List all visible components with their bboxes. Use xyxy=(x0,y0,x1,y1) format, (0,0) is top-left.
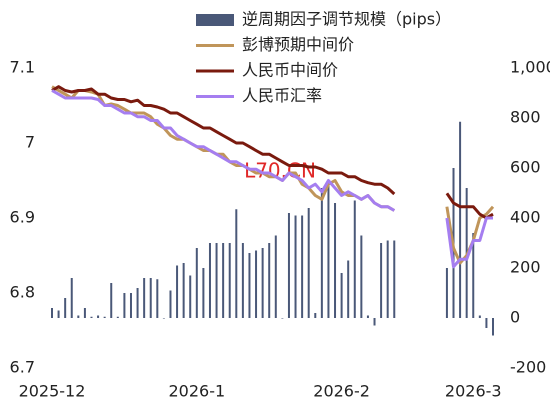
bar xyxy=(90,316,93,318)
x-tick-label: 2025-12 xyxy=(19,382,86,401)
y2-tick-label: 0 xyxy=(510,308,520,327)
legend-label: 人民币汇率 xyxy=(242,86,322,105)
bar xyxy=(202,268,205,318)
bar xyxy=(176,265,179,318)
bar xyxy=(70,278,73,318)
y2-tick-label: 800 xyxy=(510,108,541,127)
bar xyxy=(492,318,494,336)
y-tick-label: 7.1 xyxy=(10,58,35,77)
legend-label: 逆周期因子调节规模（pips） xyxy=(242,10,451,29)
bar xyxy=(189,275,192,318)
bar xyxy=(241,243,244,318)
bar xyxy=(215,243,218,318)
bar xyxy=(307,208,310,318)
legend-label: 人民币中间价 xyxy=(242,61,338,80)
bar xyxy=(261,248,264,318)
y2-tick-label: 200 xyxy=(510,258,541,277)
bar xyxy=(287,213,290,318)
y2-tick-label: 1,000 xyxy=(510,58,550,77)
bar xyxy=(156,279,159,318)
bar xyxy=(143,278,146,318)
bar xyxy=(386,240,389,318)
x-tick-label: 2026-2 xyxy=(313,382,370,401)
legend-swatch xyxy=(196,14,234,26)
x-tick-label: 2026-3 xyxy=(445,382,502,401)
legend-label: 彭博预期中间价 xyxy=(242,35,354,54)
bar xyxy=(64,298,67,318)
bar xyxy=(327,185,330,318)
bar xyxy=(103,316,106,318)
bar xyxy=(195,248,198,318)
bar xyxy=(136,288,139,318)
bar xyxy=(116,316,119,318)
bar xyxy=(340,273,343,318)
bar xyxy=(472,233,475,318)
bar xyxy=(301,215,304,318)
bar xyxy=(360,235,363,318)
x-tick-label: 2026-1 xyxy=(168,382,225,401)
bar xyxy=(162,318,165,319)
bar xyxy=(51,308,53,318)
bar xyxy=(97,315,100,318)
bar xyxy=(235,209,238,318)
bar xyxy=(353,200,356,318)
bar xyxy=(314,313,317,318)
y2-tick-label: 400 xyxy=(510,208,541,227)
bar xyxy=(459,121,462,318)
y-tick-label: 7 xyxy=(25,133,35,152)
bar xyxy=(373,318,376,326)
bar xyxy=(149,278,152,318)
y2-tick-label: -200 xyxy=(510,358,546,377)
bar xyxy=(320,188,323,318)
bar xyxy=(182,263,185,318)
bar xyxy=(77,315,80,318)
bar xyxy=(347,260,350,318)
bar xyxy=(123,293,126,318)
line xyxy=(51,89,493,269)
bar xyxy=(380,243,383,318)
y-tick-label: 6.8 xyxy=(10,283,35,302)
bar xyxy=(445,268,448,318)
bar xyxy=(248,253,251,318)
bar xyxy=(334,203,337,318)
y-tick-label: 6.7 xyxy=(10,358,35,377)
bar xyxy=(485,318,488,328)
bar xyxy=(294,215,297,318)
bar xyxy=(393,240,396,318)
bar xyxy=(268,243,271,318)
bar xyxy=(83,308,86,318)
bar xyxy=(366,315,369,318)
bar xyxy=(169,290,172,318)
bar xyxy=(129,293,132,318)
bar xyxy=(110,283,113,318)
bar xyxy=(281,318,284,319)
y-tick-label: 6.9 xyxy=(10,208,35,227)
y2-tick-label: 600 xyxy=(510,158,541,177)
bar xyxy=(208,243,211,318)
bar xyxy=(274,235,277,318)
bar xyxy=(57,310,60,318)
bar xyxy=(222,243,225,318)
bar xyxy=(255,250,258,318)
bar xyxy=(478,315,481,318)
bar xyxy=(228,243,231,318)
